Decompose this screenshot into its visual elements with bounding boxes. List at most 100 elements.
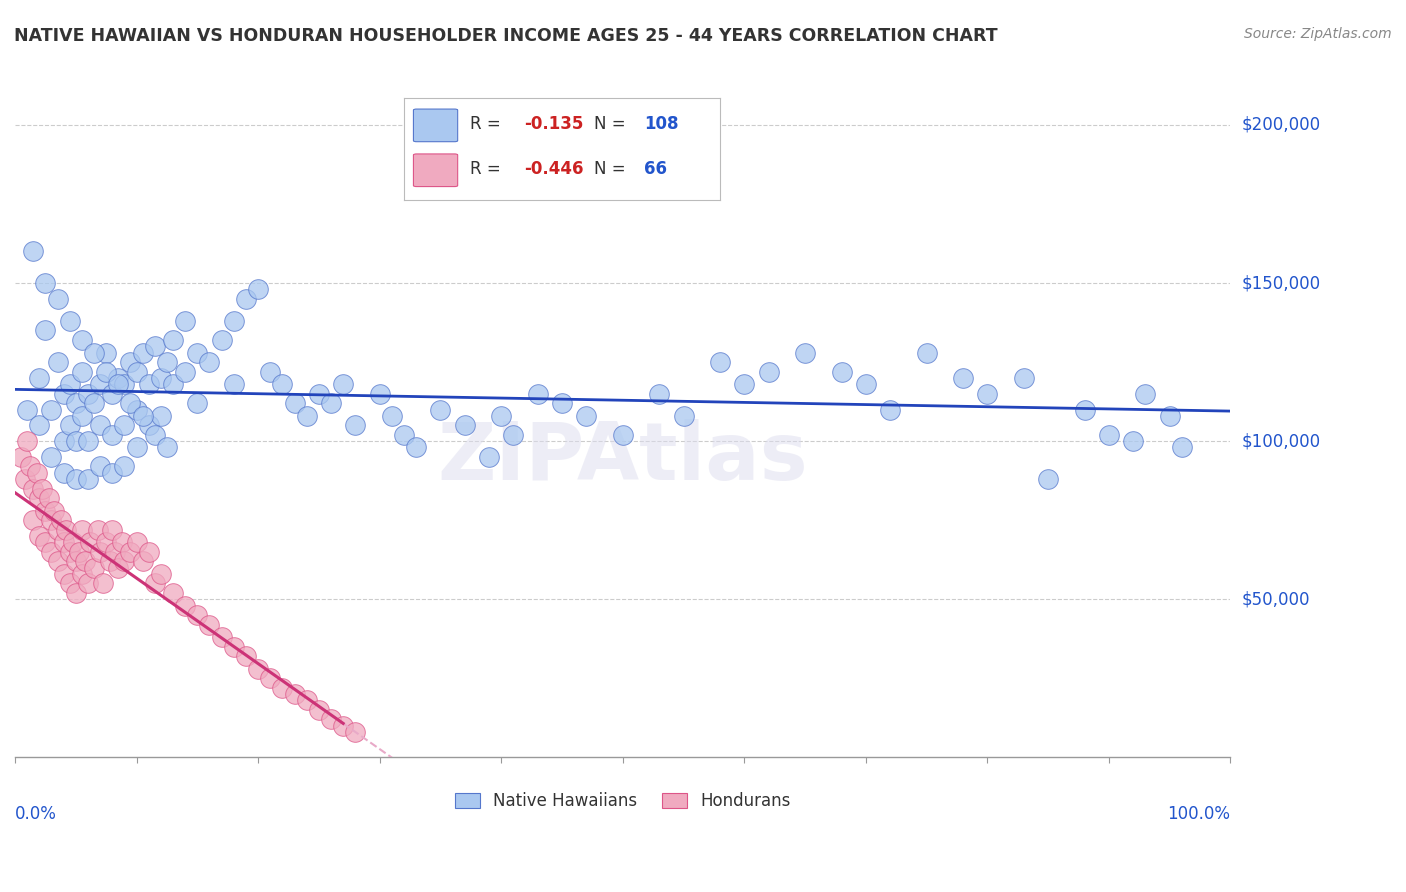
Point (125, 535, 148, 549)
Point (138, 418, 160, 433)
Point (125, 402, 148, 417)
Point (89, 377, 111, 392)
Point (198, 355, 221, 369)
Point (235, 292, 257, 306)
Point (107, 560, 129, 574)
Point (96, 345, 118, 359)
Point (89, 418, 111, 433)
Point (59, 545, 82, 559)
Point (143, 576, 166, 591)
Point (112, 554, 135, 568)
Point (22, 513, 45, 527)
Point (112, 418, 135, 433)
Point (83, 560, 105, 574)
Point (149, 409, 172, 423)
Point (41, 545, 63, 559)
Point (98, 554, 121, 568)
Point (454, 418, 477, 433)
Point (295, 693, 318, 707)
Point (125, 365, 148, 379)
Point (143, 427, 166, 442)
Point (51, 513, 73, 527)
Point (38, 491, 60, 505)
Text: Source: ZipAtlas.com: Source: ZipAtlas.com (1244, 27, 1392, 41)
Point (879, 402, 901, 417)
Point (138, 377, 160, 392)
Point (174, 314, 197, 328)
Point (344, 418, 367, 433)
Point (101, 466, 124, 480)
Point (915, 345, 938, 359)
Point (1098, 427, 1121, 442)
Point (149, 566, 172, 581)
Point (120, 355, 142, 369)
Point (65, 554, 87, 568)
Point (107, 377, 129, 392)
Point (28, 418, 51, 433)
Point (758, 365, 780, 379)
Point (52, 535, 75, 549)
Point (283, 396, 305, 410)
Point (283, 687, 305, 701)
Point (28, 529, 51, 543)
Point (62, 535, 84, 549)
Point (271, 377, 294, 392)
Point (143, 339, 166, 353)
Point (162, 586, 184, 600)
Point (709, 355, 731, 369)
Point (52, 434, 75, 449)
Point (156, 441, 179, 455)
Legend: Native Hawaiians, Hondurans: Native Hawaiians, Hondurans (449, 786, 797, 817)
Point (31, 482, 53, 496)
Point (976, 386, 998, 401)
Point (131, 409, 153, 423)
Point (368, 386, 391, 401)
Point (429, 402, 451, 417)
Point (65, 396, 87, 410)
Point (332, 377, 354, 392)
Point (77, 434, 100, 449)
Point (344, 725, 367, 739)
Point (22, 244, 45, 259)
Point (59, 377, 82, 392)
Point (222, 314, 245, 328)
Point (46, 523, 69, 537)
Point (59, 576, 82, 591)
Point (59, 418, 82, 433)
Point (319, 396, 342, 410)
Point (1012, 371, 1035, 385)
Point (70, 333, 93, 347)
Point (831, 365, 853, 379)
Point (59, 314, 82, 328)
Point (77, 472, 100, 486)
Point (174, 365, 197, 379)
Point (67, 545, 90, 559)
Point (1073, 402, 1095, 417)
Point (46, 554, 69, 568)
Point (247, 282, 270, 296)
Point (392, 427, 415, 442)
Point (271, 681, 294, 695)
Point (952, 371, 974, 385)
Point (1135, 386, 1157, 401)
Point (25, 466, 48, 480)
Point (41, 513, 63, 527)
Point (52, 566, 75, 581)
Point (112, 377, 135, 392)
Point (46, 355, 69, 369)
Point (96, 365, 118, 379)
Point (28, 371, 51, 385)
Point (89, 545, 111, 559)
Point (855, 377, 877, 392)
Point (34, 535, 56, 549)
Point (83, 396, 105, 410)
Point (86, 523, 108, 537)
Point (1171, 441, 1194, 455)
Point (308, 703, 330, 717)
Point (89, 459, 111, 474)
Point (186, 396, 208, 410)
Point (70, 566, 93, 581)
Point (52, 466, 75, 480)
Point (34, 323, 56, 337)
Point (70, 523, 93, 537)
